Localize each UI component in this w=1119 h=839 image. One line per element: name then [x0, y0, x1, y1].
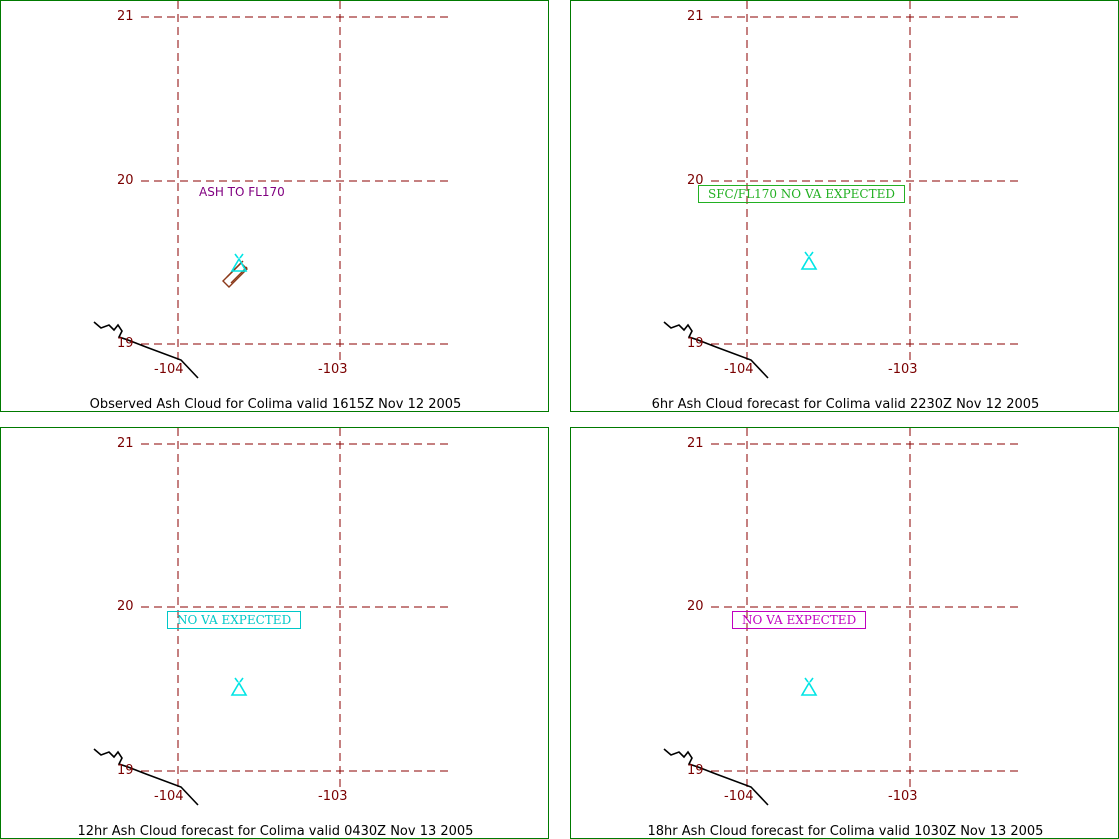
volcano-icon [230, 253, 248, 272]
lat-label-21: 21 [117, 436, 134, 451]
lon-label-103: -103 [318, 362, 348, 377]
volcano-icon [800, 251, 818, 270]
map-canvas [663, 428, 1021, 806]
coastline [93, 748, 199, 806]
lon-label-104: -104 [154, 789, 184, 804]
map-panel-18hr: 21 20 19 -104 -103 NO VA EXPECTED 18hr A… [570, 427, 1119, 839]
no-va-annotation: NO VA EXPECTED [732, 611, 867, 629]
volcano-icon [800, 677, 818, 696]
lon-label-104: -104 [724, 362, 754, 377]
lat-label-20: 20 [117, 599, 134, 614]
map-panel-observed: 21 20 19 -104 -103 ASH TO FL170 Observed… [0, 0, 549, 412]
lat-label-19: 19 [117, 336, 134, 351]
lat-label-19: 19 [117, 763, 134, 778]
lat-label-20: 20 [117, 173, 134, 188]
map-canvas [663, 1, 1021, 379]
ash-annotation: ASH TO FL170 [199, 185, 285, 199]
coastline [663, 748, 769, 806]
map-canvas [93, 1, 451, 379]
no-va-annotation: SFC/FL170 NO VA EXPECTED [698, 185, 905, 203]
volcano-icon [230, 677, 248, 696]
lon-label-104: -104 [154, 362, 184, 377]
lon-label-103: -103 [318, 789, 348, 804]
panel-caption: Observed Ash Cloud for Colima valid 1615… [89, 397, 462, 412]
lon-label-103: -103 [888, 362, 918, 377]
map-panel-12hr: 21 20 19 -104 -103 NO VA EXPECTED 12hr A… [0, 427, 549, 839]
panel-caption: 12hr Ash Cloud forecast for Colima valid… [77, 824, 474, 839]
lat-label-21: 21 [687, 9, 704, 24]
coastline [93, 321, 199, 379]
panel-caption: 6hr Ash Cloud forecast for Colima valid … [651, 397, 1040, 412]
coastline [663, 321, 769, 379]
lat-label-21: 21 [687, 436, 704, 451]
map-panel-6hr: 21 20 19 -104 -103 SFC/FL170 NO VA EXPEC… [570, 0, 1119, 412]
lon-label-104: -104 [724, 789, 754, 804]
lat-label-21: 21 [117, 9, 134, 24]
lat-label-20: 20 [687, 173, 704, 188]
lon-label-103: -103 [888, 789, 918, 804]
panel-caption: 18hr Ash Cloud forecast for Colima valid… [647, 824, 1044, 839]
lat-label-20: 20 [687, 599, 704, 614]
map-canvas [93, 428, 451, 806]
lat-label-19: 19 [687, 763, 704, 778]
lat-label-19: 19 [687, 336, 704, 351]
no-va-annotation: NO VA EXPECTED [167, 611, 302, 629]
